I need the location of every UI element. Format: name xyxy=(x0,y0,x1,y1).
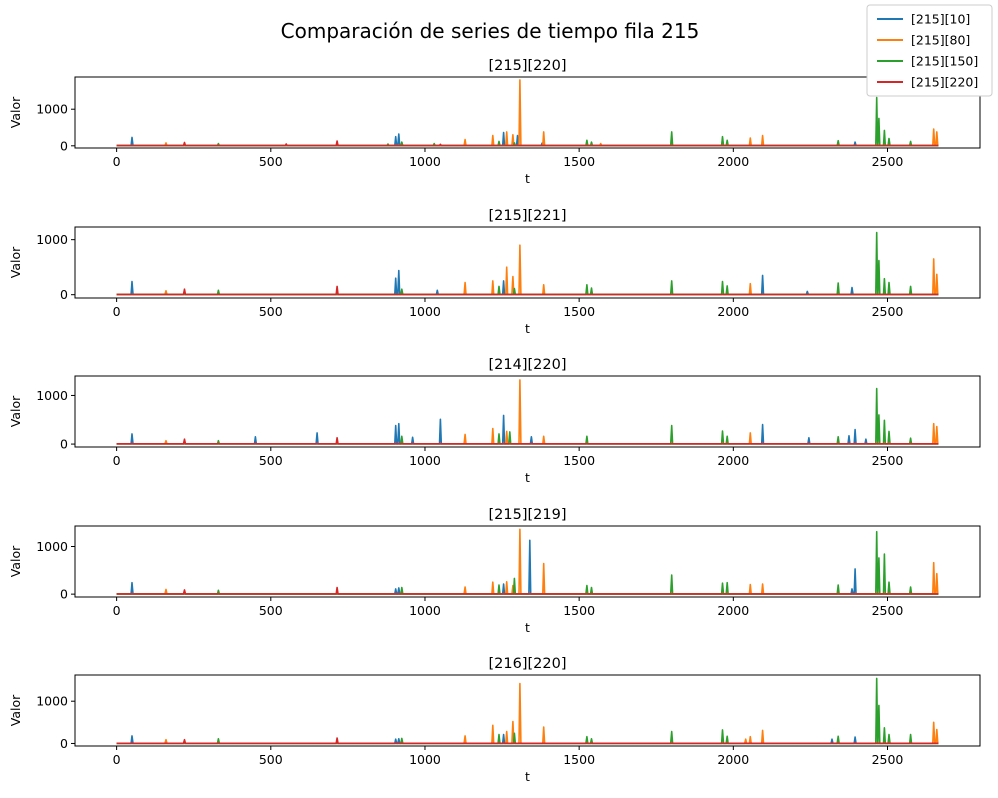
y-tick-label: 1000 xyxy=(36,694,68,709)
legend-label-1: [215][80] xyxy=(911,33,970,48)
subplot-3: 0 500 1000 1500 2000 2500 0 1000 [215][219] t Valo… xyxy=(8,507,981,635)
x-axis-label: t xyxy=(525,769,530,784)
y-axis-label: Valor xyxy=(8,246,23,278)
series-line-1 xyxy=(116,528,939,595)
series-line-3 xyxy=(116,285,939,296)
series-line-3 xyxy=(116,140,939,147)
series-line-2 xyxy=(116,387,939,445)
x-tick-label: 1000 xyxy=(409,453,441,468)
x-tick-label: 0 xyxy=(113,752,121,767)
legend-label-3: [215][220] xyxy=(911,75,978,90)
x-tick-label: 2000 xyxy=(717,154,749,169)
y-tick-label: 1000 xyxy=(36,232,68,247)
series-line-2 xyxy=(116,231,939,296)
y-axis-label: Valor xyxy=(8,395,23,427)
axes-frame xyxy=(74,226,981,299)
x-tick-label: 2000 xyxy=(717,304,749,319)
series-line-3 xyxy=(116,437,939,445)
series-line-0 xyxy=(116,131,939,147)
x-tick-label: 1500 xyxy=(563,304,595,319)
series-line-3 xyxy=(116,737,939,745)
x-tick-label: 500 xyxy=(259,304,283,319)
x-tick-label: 2500 xyxy=(872,453,904,468)
axes-frame xyxy=(74,76,981,149)
y-tick-label: 0 xyxy=(60,287,68,302)
x-tick-label: 1500 xyxy=(563,154,595,169)
series-line-0 xyxy=(116,733,939,745)
y-axis-label: Valor xyxy=(8,96,23,128)
series-line-0 xyxy=(116,414,939,445)
y-tick-label: 0 xyxy=(60,138,68,153)
x-tick-label: 500 xyxy=(259,752,283,767)
x-tick-label: 500 xyxy=(259,154,283,169)
x-tick-label: 500 xyxy=(259,453,283,468)
x-tick-label: 1500 xyxy=(563,453,595,468)
series-line-0 xyxy=(116,539,939,595)
x-axis-label: t xyxy=(525,620,530,635)
x-tick-label: 1000 xyxy=(409,752,441,767)
y-axis-label: Valor xyxy=(8,545,23,577)
series-line-1 xyxy=(116,79,939,147)
subplot-title: [215][220] xyxy=(489,58,567,74)
x-tick-label: 1500 xyxy=(563,752,595,767)
series-line-1 xyxy=(116,682,939,745)
series-line-2 xyxy=(116,530,939,595)
series-line-1 xyxy=(116,244,939,296)
x-tick-label: 500 xyxy=(259,603,283,618)
axes-frame xyxy=(74,525,981,598)
subplot-1: 0 500 1000 1500 2000 2500 0 1000 [215][221] t Valo… xyxy=(8,208,981,336)
x-tick-label: 2500 xyxy=(872,752,904,767)
y-tick-label: 1000 xyxy=(36,102,68,117)
series-line-2 xyxy=(116,677,939,745)
series-line-2 xyxy=(116,96,939,147)
x-tick-label: 2500 xyxy=(872,154,904,169)
x-tick-label: 1500 xyxy=(563,603,595,618)
y-tick-label: 0 xyxy=(60,736,68,751)
legend-label-0: [215][10] xyxy=(911,12,970,27)
x-tick-label: 2000 xyxy=(717,752,749,767)
axes-frame xyxy=(74,674,981,747)
x-axis-label: t xyxy=(525,470,530,485)
series-line-1 xyxy=(116,379,939,445)
subplot-4: 0 500 1000 1500 2000 2500 0 1000 [216][220] t Valo… xyxy=(8,656,981,784)
figure-suptitle: Comparación de series de tiempo fila 215 xyxy=(281,19,700,43)
subplot-0: 0 500 1000 1500 2000 2500 0 1000 [215][220] t Valo… xyxy=(8,58,981,186)
x-tick-label: 0 xyxy=(113,453,121,468)
x-tick-label: 0 xyxy=(113,304,121,319)
y-tick-label: 1000 xyxy=(36,539,68,554)
x-tick-label: 2000 xyxy=(717,453,749,468)
legend-label-2: [215][150] xyxy=(911,54,978,69)
x-tick-label: 0 xyxy=(113,154,121,169)
x-tick-label: 1000 xyxy=(409,603,441,618)
axes-frame xyxy=(74,375,981,448)
subplot-title: [215][221] xyxy=(489,208,567,224)
x-axis-label: t xyxy=(525,321,530,336)
subplot-title: [214][220] xyxy=(489,357,567,373)
y-tick-label: 0 xyxy=(60,587,68,602)
x-tick-label: 1000 xyxy=(409,154,441,169)
series-line-0 xyxy=(116,269,939,296)
legend-frame xyxy=(866,4,993,97)
subplot-title: [216][220] xyxy=(489,656,567,672)
x-tick-label: 0 xyxy=(113,603,121,618)
legend: [215][10] [215][80] [215][150] [215][220… xyxy=(866,4,993,97)
x-tick-label: 2500 xyxy=(872,603,904,618)
x-tick-label: 2000 xyxy=(717,603,749,618)
y-axis-label: Valor xyxy=(8,694,23,726)
subplots: 0 500 1000 1500 2000 2500 0 1000 [215][220] t Valo… xyxy=(8,58,981,784)
subplot-title: [215][219] xyxy=(489,507,567,523)
x-axis-label: t xyxy=(525,171,530,186)
series-line-3 xyxy=(116,586,939,595)
x-tick-label: 2500 xyxy=(872,304,904,319)
y-tick-label: 1000 xyxy=(36,388,68,403)
subplot-2: 0 500 1000 1500 2000 2500 0 1000 [214][220] t Valo… xyxy=(8,357,981,485)
x-tick-label: 1000 xyxy=(409,304,441,319)
y-tick-label: 0 xyxy=(60,437,68,452)
